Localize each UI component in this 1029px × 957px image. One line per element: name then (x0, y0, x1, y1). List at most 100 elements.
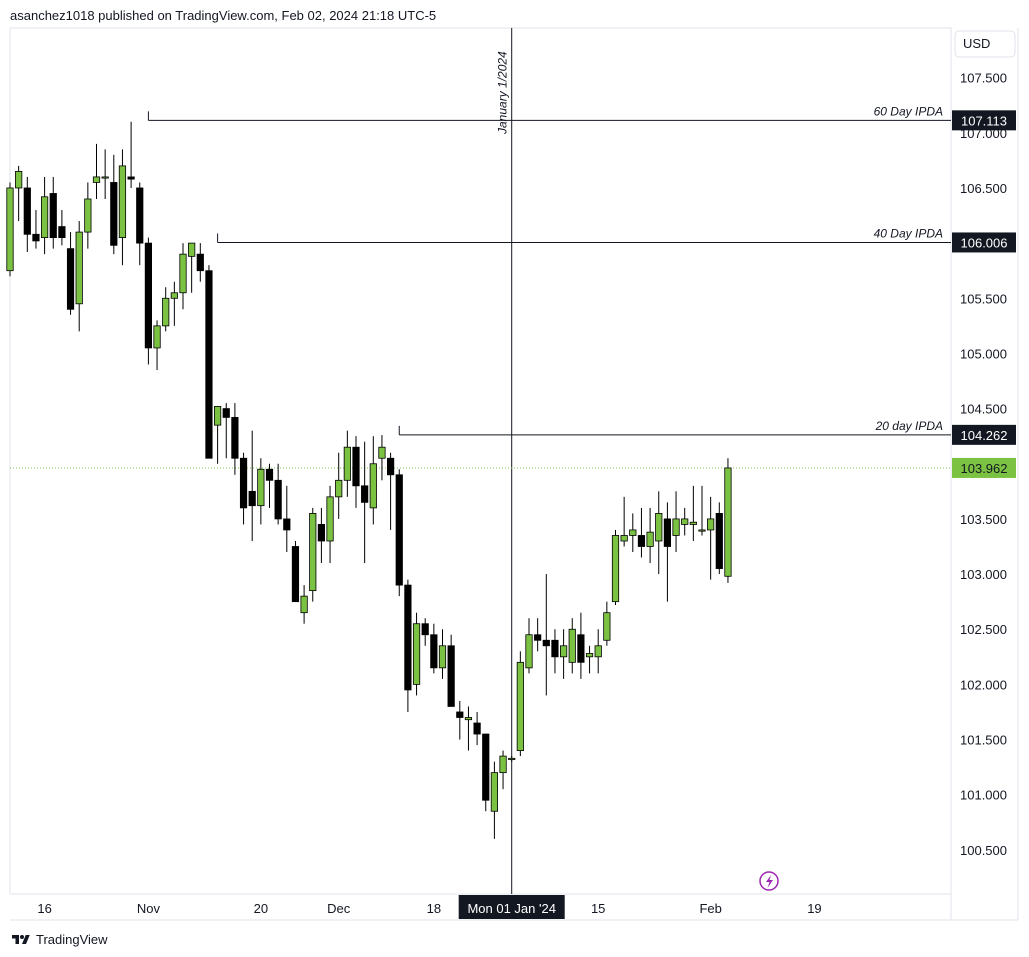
candle (41, 176, 49, 255)
time-tick-label: 15 (591, 901, 605, 916)
candle-body-up (707, 518, 715, 531)
candle (386, 452, 395, 530)
candle-body-down (231, 417, 239, 459)
candle-body-down (637, 535, 646, 547)
candle (283, 485, 291, 553)
candle (369, 436, 377, 525)
candle (421, 618, 429, 646)
last-price-tag-label: 103.962 (961, 461, 1008, 476)
level-label: 20 day IPDA (875, 419, 943, 433)
price-tick-label: 107.500 (960, 71, 1007, 86)
price-tick-label: 104.500 (960, 402, 1007, 417)
candle-body-up (15, 171, 23, 189)
candle (663, 502, 672, 602)
candle (352, 436, 360, 508)
candle-body-down (283, 518, 291, 531)
level-price-tag (952, 232, 1016, 253)
candle-body-up (309, 513, 317, 592)
candle (438, 629, 447, 679)
candle (32, 210, 40, 249)
candle (577, 612, 585, 679)
candle (715, 502, 723, 575)
currency-button[interactable]: USD (954, 30, 1016, 58)
candle-body-down (265, 468, 274, 481)
candle (326, 485, 334, 564)
candle-body-up (603, 612, 611, 641)
candle-body-up (620, 535, 628, 542)
candle (629, 513, 637, 553)
time-tick-label: 18 (427, 901, 441, 916)
candle-body-down (551, 639, 559, 658)
candle (603, 601, 611, 646)
level-price-tag-label: 104.262 (961, 428, 1008, 443)
candle (179, 243, 187, 310)
level-label: 40 Day IPDA (874, 226, 943, 240)
candle (196, 243, 204, 282)
candle-body-down (663, 518, 672, 547)
candle (585, 645, 594, 674)
candle-body-down (395, 474, 403, 586)
candle-body-down (205, 270, 213, 459)
candle (136, 182, 144, 266)
candle-body-up (490, 772, 499, 812)
candle (611, 529, 620, 605)
candle-body-up (75, 231, 83, 305)
level-price-tag-label: 107.113 (961, 113, 1007, 128)
candle (404, 579, 412, 712)
candle-body-up (629, 529, 637, 536)
candle-body-up (412, 623, 421, 685)
candle-body-up (153, 325, 161, 349)
candle (248, 430, 256, 541)
candle (637, 507, 646, 558)
candle (447, 634, 455, 707)
candle (101, 149, 109, 199)
candle-body-down (361, 485, 369, 503)
candle (594, 629, 602, 674)
candle-body-up (257, 468, 265, 507)
candle-body-up (438, 645, 447, 669)
candle (430, 623, 438, 674)
candle-body-up (672, 518, 680, 536)
time-axis[interactable]: 16 Nov 20 Dec 18 15 Feb 19 Mon 01 Jan '24 (37, 895, 822, 919)
candle (689, 485, 697, 541)
candle-body-down (274, 479, 282, 520)
candle-body-down (421, 623, 429, 636)
candle (707, 496, 715, 580)
candle-body-up (508, 757, 516, 760)
candle (620, 496, 628, 547)
candle (464, 706, 473, 751)
tradingview-brand[interactable]: TradingView (10, 932, 108, 947)
candle (395, 469, 403, 597)
candle (655, 491, 663, 575)
time-tick-label: 19 (807, 901, 821, 916)
candle-body-down (577, 634, 585, 663)
candle (75, 221, 83, 332)
price-tick-label: 105.500 (960, 291, 1007, 306)
candle (343, 430, 351, 497)
brand-name: TradingView (36, 932, 108, 947)
candle-body-up (6, 187, 14, 272)
candles-layer (6, 121, 732, 839)
candle-body-up (41, 196, 49, 239)
candle-body-down (136, 187, 144, 244)
candle-body-up (681, 518, 689, 525)
candle (274, 463, 282, 525)
candle-body-down (482, 733, 490, 801)
candle-body-up (594, 645, 602, 658)
candle (265, 463, 274, 508)
time-tick-label: Feb (699, 901, 721, 916)
crosshair-date-box (458, 895, 565, 919)
candle-body-up (84, 198, 92, 233)
candle (672, 491, 680, 553)
flash-icon[interactable] (759, 871, 779, 891)
candle-body-down (715, 513, 723, 569)
candle-body-down (248, 490, 256, 507)
levels-layer: January 1/2024 60 Day IPDA 40 Day IPDA 20 d… (10, 28, 951, 894)
publisher-caption: asanchez1018 published on TradingView.co… (10, 8, 437, 23)
candle (257, 458, 265, 525)
candle (456, 700, 464, 740)
candle (525, 618, 533, 674)
candle-body-up (162, 297, 170, 327)
candle-body-up (118, 165, 127, 239)
